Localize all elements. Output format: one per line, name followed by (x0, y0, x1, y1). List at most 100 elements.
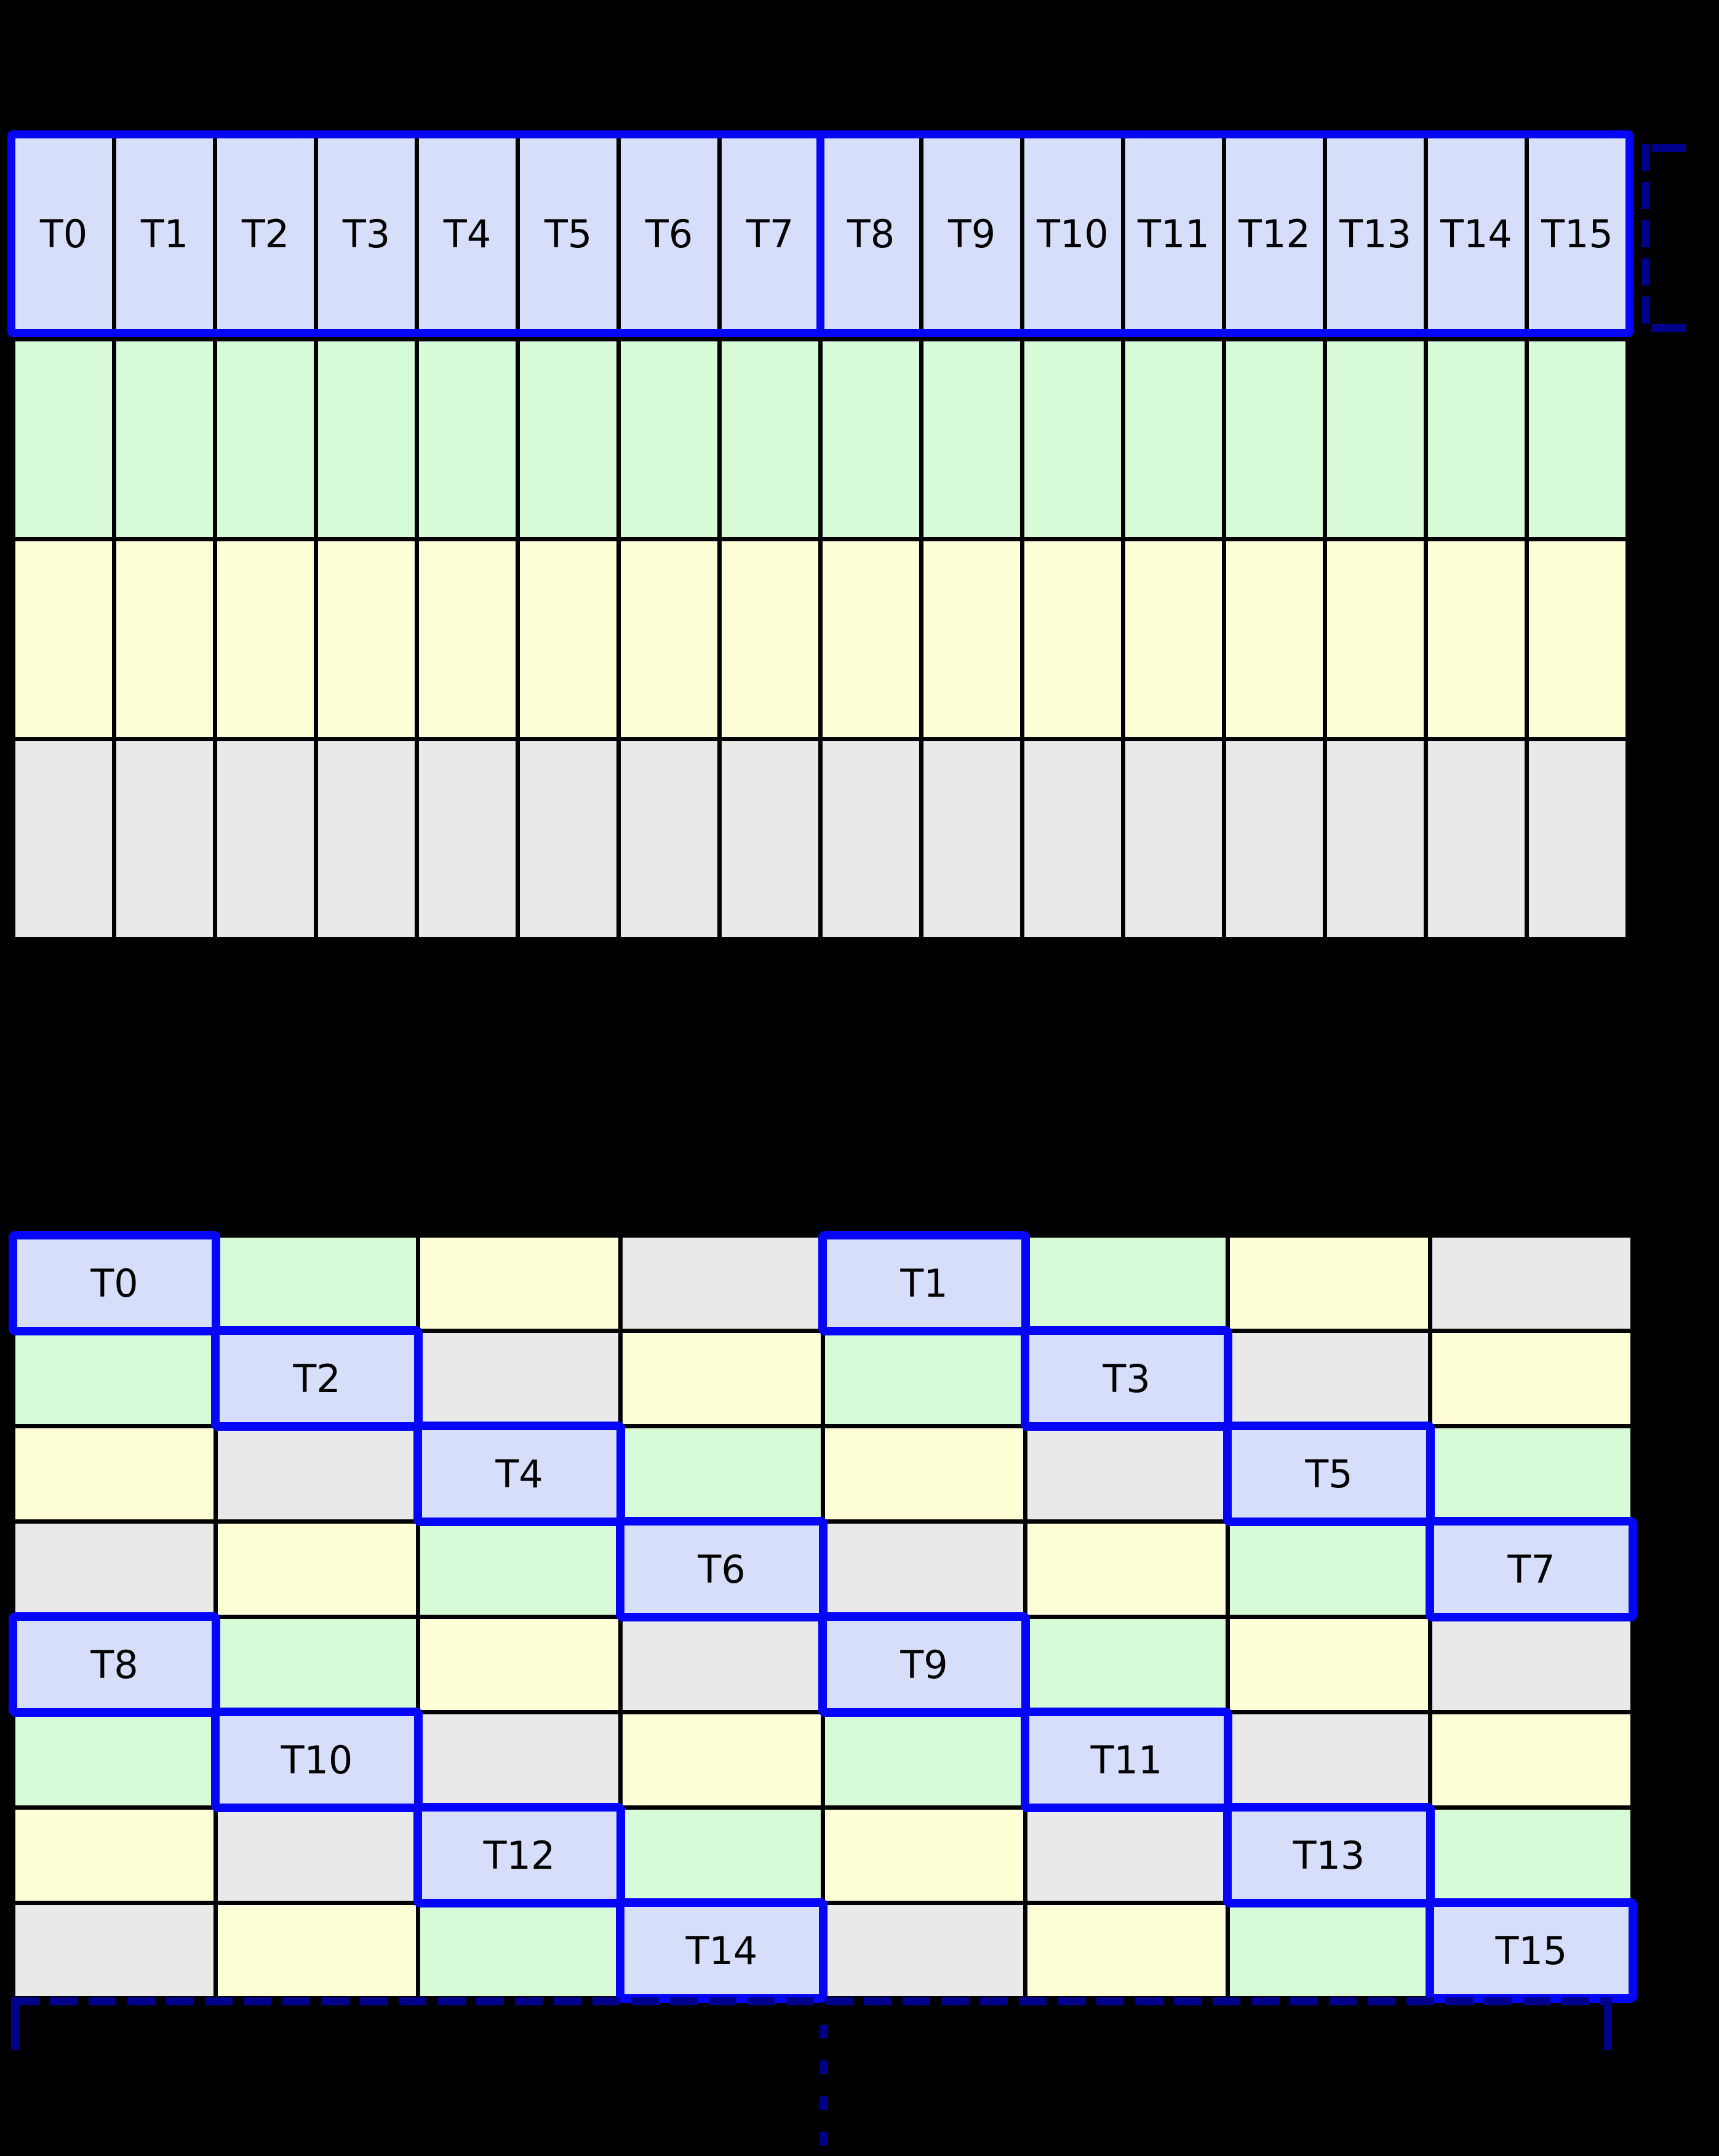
swizzled-bank-cell-gray (825, 1905, 1023, 1996)
memory-bank-cell-yellow (1226, 541, 1323, 737)
memory-bank-cell-green (1125, 341, 1222, 537)
thread-access-box: T8 (9, 1612, 220, 1717)
swizzled-bank-cell-gray (15, 1524, 213, 1615)
thread-access-box: T9 (818, 1612, 1030, 1717)
memory-bank-cell-gray (823, 741, 919, 937)
swizzled-bank-cell-gray (1230, 1714, 1428, 1805)
bottom-bracket-left-tick (11, 1997, 19, 2050)
thread-access-box: T15 (1426, 1898, 1637, 2003)
thread-cell: T10 (1024, 138, 1121, 329)
thread-access-box: T11 (1021, 1708, 1232, 1812)
thread-access-box: T3 (1021, 1326, 1232, 1431)
swizzled-bank-cell-green (420, 1905, 618, 1996)
continuation-ellipsis-icon (820, 2025, 828, 2156)
memory-bank-cell-yellow (1024, 541, 1121, 737)
swizzled-bank-cell-yellow (420, 1619, 618, 1710)
memory-bank-cell-yellow (823, 541, 919, 737)
thread-cell: T11 (1125, 138, 1222, 329)
thread-access-box: T4 (413, 1422, 625, 1526)
thread-cell: T5 (520, 138, 616, 329)
memory-bank-cell-gray (1327, 741, 1424, 937)
memory-bank-cell-green (217, 341, 314, 537)
swizzled-bank-cell-gray (420, 1333, 618, 1424)
swizzled-bank-cell-yellow (623, 1333, 821, 1424)
thread-access-box: T7 (1426, 1517, 1637, 1621)
memory-bank-cell-yellow (1125, 541, 1222, 737)
swizzled-bank-cell-gray (1432, 1619, 1630, 1710)
thread-access-box: T1 (818, 1231, 1030, 1335)
swizzled-bank-cell-yellow (1432, 1714, 1630, 1805)
thread-cell: T13 (1327, 138, 1424, 329)
swizzled-bank-cell-gray (218, 1810, 416, 1901)
swizzled-bank-cell-green (420, 1524, 618, 1615)
memory-bank-cell-gray (116, 741, 213, 937)
bottom-bracket-right-tick (1604, 1997, 1612, 2050)
thread-cell: T6 (621, 138, 717, 329)
memory-bank-cell-green (1428, 341, 1525, 537)
swizzled-bank-cell-gray (1027, 1428, 1226, 1519)
swizzled-bank-cell-yellow (15, 1810, 213, 1901)
thread-cell: T9 (923, 138, 1020, 329)
thread-access-box: T13 (1223, 1803, 1435, 1907)
swizzled-bank-cell-green (1027, 1619, 1226, 1710)
bottom-bracket-dashed-line (11, 1997, 1612, 2005)
thread-cell: T14 (1428, 138, 1525, 329)
thread-cell: T7 (722, 138, 818, 329)
memory-bank-cell-green (318, 341, 415, 537)
memory-bank-cell-green (1529, 341, 1625, 537)
memory-bank-cell-gray (217, 741, 314, 937)
swizzled-bank-cell-green (1432, 1428, 1630, 1519)
swizzled-bank-cell-yellow (15, 1428, 213, 1519)
swizzled-bank-cell-green (825, 1714, 1023, 1805)
swizzled-bank-cell-green (1432, 1810, 1630, 1901)
swizzled-bank-cell-yellow (1027, 1905, 1226, 1996)
swizzled-bank-cell-yellow (218, 1524, 416, 1615)
memory-bank-cell-yellow (722, 541, 818, 737)
thread-cell: T4 (419, 138, 516, 329)
thread-access-box: T6 (616, 1517, 828, 1621)
swizzled-bank-cell-green (218, 1238, 416, 1329)
memory-bank-cell-yellow (621, 541, 717, 737)
memory-bank-cell-gray (621, 741, 717, 937)
memory-bank-cell-gray (15, 741, 112, 937)
swizzled-bank-cell-green (218, 1619, 416, 1710)
swizzled-bank-cell-gray (1432, 1238, 1630, 1329)
memory-bank-cell-green (1327, 341, 1424, 537)
memory-bank-cell-gray (318, 741, 415, 937)
memory-bank-cell-green (1024, 341, 1121, 537)
memory-bank-cell-yellow (15, 541, 112, 737)
swizzled-bank-cell-gray (15, 1905, 213, 1996)
thread-cell: T1 (116, 138, 213, 329)
warp-bracket-dashed-line (1641, 144, 1649, 332)
swizzled-bank-cell-green (623, 1810, 821, 1901)
memory-bank-cell-green (722, 341, 818, 537)
swizzled-bank-cell-yellow (1230, 1238, 1428, 1329)
swizzled-bank-cell-yellow (825, 1810, 1023, 1901)
swizzled-bank-cell-green (1230, 1905, 1428, 1996)
warp-bracket-top-tick (1651, 144, 1686, 152)
swizzled-bank-cell-green (623, 1428, 821, 1519)
swizzled-bank-cell-gray (420, 1714, 618, 1805)
swizzled-bank-cell-yellow (623, 1714, 821, 1805)
memory-bank-cell-green (419, 341, 516, 537)
memory-bank-cell-yellow (923, 541, 1020, 737)
thread-access-box: T2 (211, 1326, 423, 1431)
thread-cell: T12 (1226, 138, 1323, 329)
swizzled-bank-cell-yellow (825, 1428, 1023, 1519)
memory-bank-cell-gray (1024, 741, 1121, 937)
memory-bank-cell-gray (1226, 741, 1323, 937)
swizzled-bank-cell-green (825, 1333, 1023, 1424)
swizzled-bank-cell-yellow (218, 1905, 416, 1996)
swizzled-bank-cell-yellow (420, 1238, 618, 1329)
memory-bank-cell-green (823, 341, 919, 537)
thread-cell: T8 (823, 138, 919, 329)
memory-bank-cell-gray (520, 741, 616, 937)
memory-bank-cell-gray (1428, 741, 1525, 937)
warp-bracket-bottom-tick (1651, 324, 1686, 332)
memory-bank-cell-gray (419, 741, 516, 937)
swizzled-bank-cell-yellow (1230, 1619, 1428, 1710)
memory-bank-cell-green (1226, 341, 1323, 537)
thread-access-box: T0 (9, 1231, 220, 1335)
memory-bank-cell-yellow (116, 541, 213, 737)
